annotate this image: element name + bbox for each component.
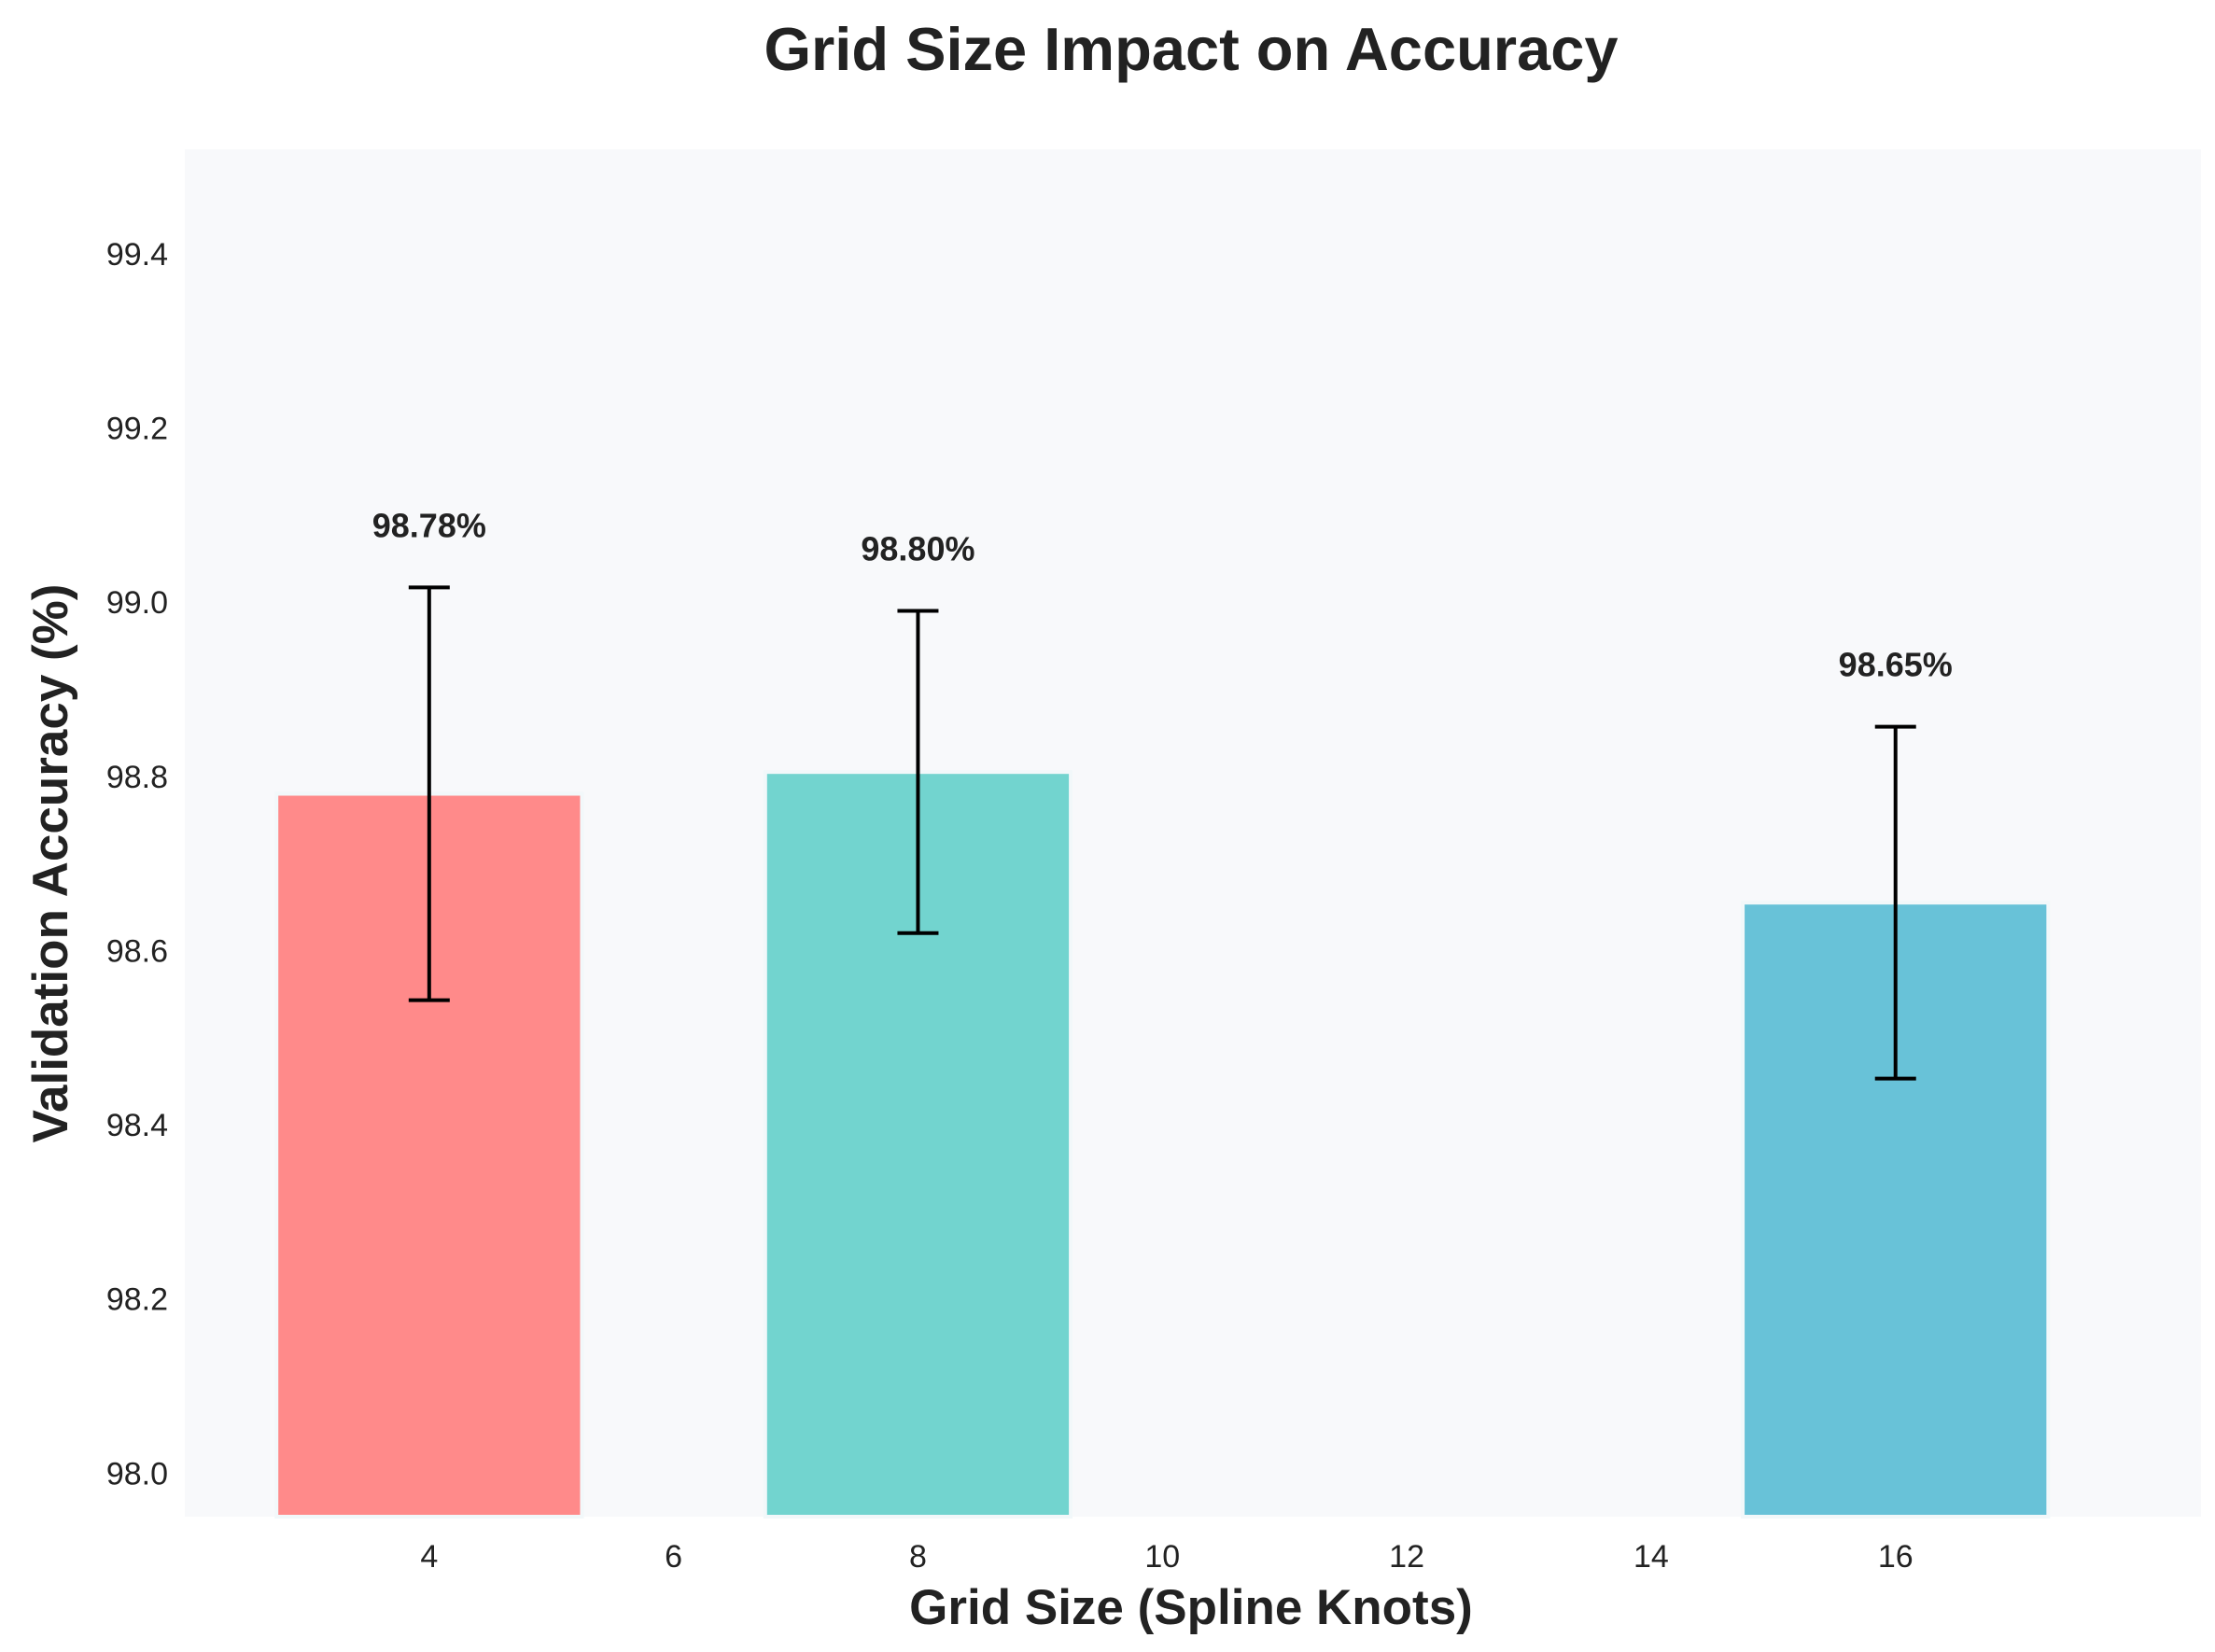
x-tick-label: 4 [420,1539,438,1575]
error-bar-4 [408,585,450,1002]
x-tick-label: 10 [1144,1539,1180,1575]
y-tick-label: 98.8 [106,760,168,795]
y-axis-ticks: 98.0 98.2 98.4 98.6 98.8 99.0 99.2 99.4 [106,237,168,1491]
y-tick-label: 99.4 [106,237,168,273]
y-tick-label: 98.4 [106,1108,168,1143]
data-label-16: 98.65% [1839,646,1953,684]
y-tick-label: 98.2 [106,1282,168,1318]
x-axis-label: Grid Size (Spline Knots) [909,1580,1473,1635]
x-tick-label: 8 [909,1539,927,1575]
x-tick-label: 12 [1389,1539,1424,1575]
x-tick-label: 16 [1878,1539,1914,1575]
y-tick-label: 98.6 [106,933,168,969]
chart-title: Grid Size Impact on Accuracy [764,15,1618,83]
data-label-4: 98.78% [372,506,486,544]
error-bar-16 [1874,724,1916,1081]
y-axis-label: Validation Accuracy (%) [23,584,78,1143]
x-axis-ticks: 4 6 8 10 12 14 16 [420,1539,1913,1575]
x-tick-label: 14 [1633,1539,1669,1575]
y-tick-label: 98.0 [106,1456,168,1491]
y-tick-label: 99.2 [106,412,168,447]
error-bars-layer [408,585,1916,1081]
y-tick-label: 99.0 [106,585,168,621]
error-bar-8 [897,609,939,935]
data-labels-layer: 98.78% 98.80% 98.65% [372,506,1953,683]
data-label-8: 98.80% [861,530,974,568]
x-tick-label: 6 [665,1539,682,1575]
